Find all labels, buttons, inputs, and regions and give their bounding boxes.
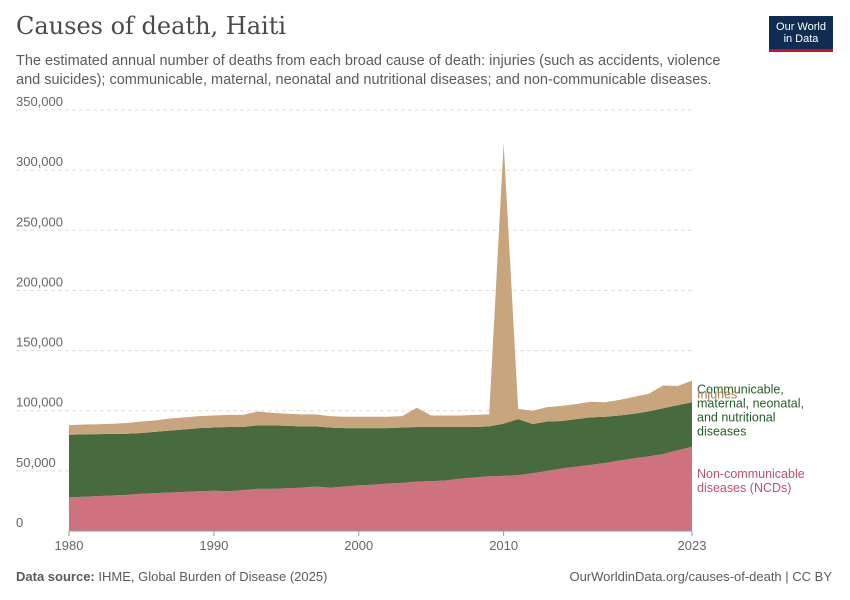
series-label-line: diseases (NCDs) [697,481,791,495]
x-tick-label: 1990 [199,538,228,553]
source-url[interactable]: OurWorldinData.org/causes-of-death | CC … [569,569,832,584]
series-label-line: and nutritional [697,411,776,425]
y-tick-label: 350,000 [16,94,63,109]
y-tick-label: 50,000 [16,455,56,470]
series-label-0: Non-communicable diseases (NCDs) [697,467,805,495]
area-series [69,143,692,531]
series-label-2: Injuries [697,388,737,402]
axes: 0 50,000 100,000 150,000 200,000 250,000 300,0… [16,94,706,553]
series-label-line: Communicable, [697,383,784,397]
y-tick-label: 100,000 [16,395,63,410]
data-source-label: Data source: [16,569,95,584]
series-labels: Non-communicable diseases (NCDs) Communica… [697,383,805,495]
logo-line-2: in Data [783,33,819,45]
chart-title: Causes of death, Haiti [16,12,287,40]
logo-line-1: Our World [776,21,826,33]
x-tick-label: 2023 [678,538,707,553]
series-label-line: diseases [697,425,746,439]
data-source-text: IHME, Global Burden of Disease (2025) [98,569,328,584]
series-label-1: Communicable, maternal, neonatal, and nutr… [697,383,804,439]
y-tick-label: 200,000 [16,274,63,289]
series-label-line: Injuries [697,388,737,402]
area-series-2 [69,143,692,435]
y-tick-label: 250,000 [16,214,63,229]
chart-subtitle: The estimated annual number of deaths fr… [16,53,721,88]
owid-logo[interactable]: Our World in Data [769,16,833,52]
y-tick-label: 150,000 [16,335,63,350]
series-label-line: Non-communicable [697,467,805,481]
y-tick-label: 0 [16,515,23,530]
series-label-line: maternal, neonatal, [697,397,804,411]
y-tick-label: 300,000 [16,154,63,169]
x-tick-label: 1980 [55,538,84,553]
x-tick-label: 2000 [344,538,373,553]
data-source: Data source: IHME, Global Burden of Dise… [16,569,327,584]
area-series-0 [69,446,692,531]
x-tick-label: 2010 [489,538,518,553]
area-series-1 [69,402,692,498]
